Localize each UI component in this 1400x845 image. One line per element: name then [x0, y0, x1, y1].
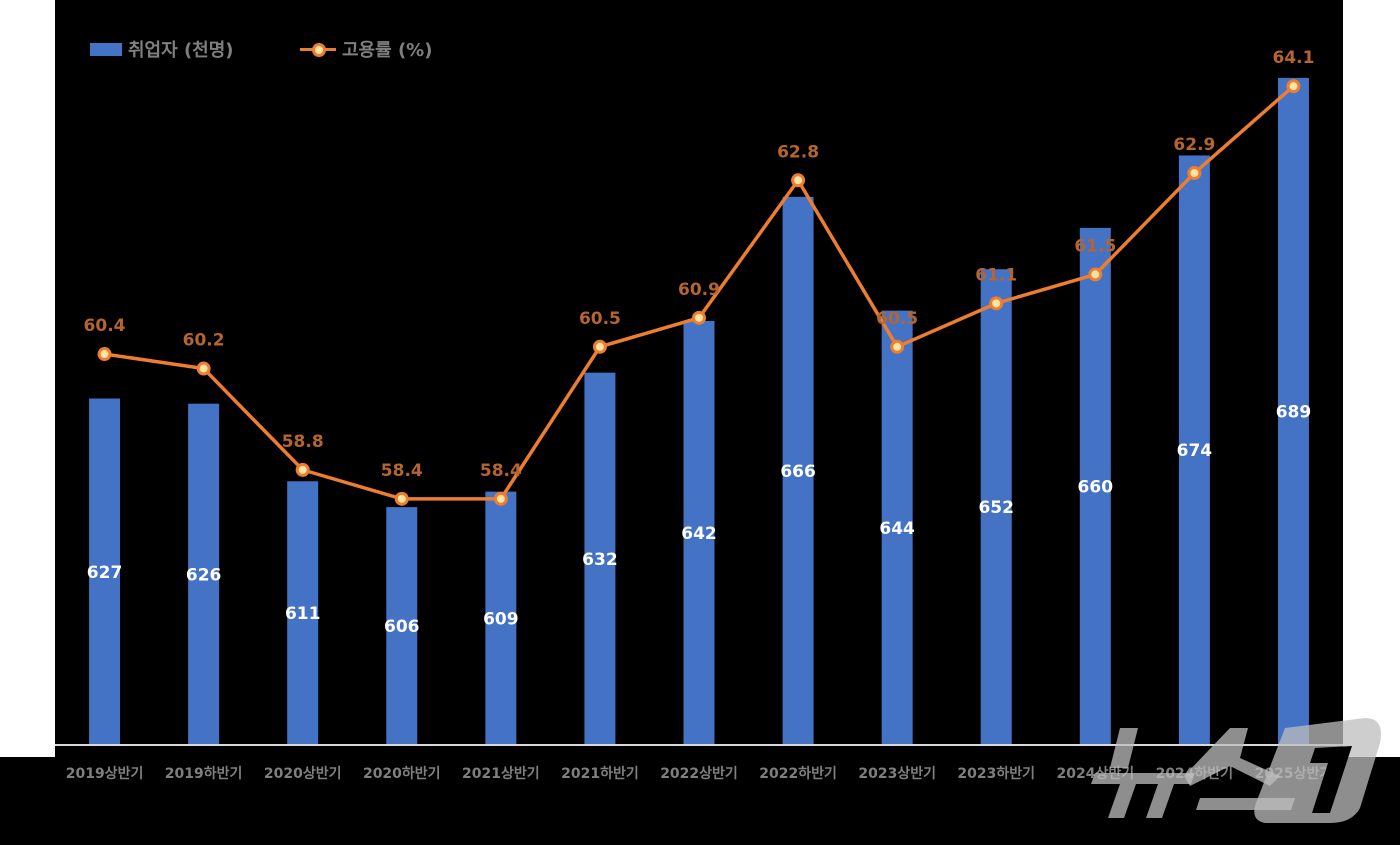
bar	[287, 481, 319, 745]
bar-data-label: 660	[1078, 477, 1114, 497]
bar	[1178, 155, 1210, 745]
line-point	[394, 491, 409, 506]
bar	[683, 320, 715, 745]
line-data-label: 58.8	[282, 432, 324, 452]
x-tick-label: 2021하반기	[561, 765, 639, 782]
x-tick-label: 2020하반기	[363, 765, 441, 782]
bar	[188, 403, 220, 745]
line-data-label: 60.2	[183, 331, 225, 351]
line-point	[1088, 267, 1103, 282]
line-point	[1286, 79, 1301, 94]
line-point	[295, 462, 310, 477]
line-point	[791, 173, 806, 188]
x-tick-label: 2019상반기	[66, 765, 144, 782]
bar	[386, 507, 418, 745]
bar	[881, 310, 913, 745]
x-tick-label: 2019하반기	[165, 765, 243, 782]
bar	[89, 398, 121, 745]
bar	[584, 372, 616, 745]
bar	[980, 269, 1012, 745]
line-point	[196, 361, 211, 376]
news1-logo	[1091, 718, 1381, 823]
left-margin	[0, 0, 55, 757]
line-data-label: 60.5	[876, 309, 918, 329]
bar	[1079, 227, 1111, 745]
x-tick-label: 2023상반기	[858, 765, 936, 782]
line-data-label: 64.1	[1272, 48, 1314, 68]
line-point	[592, 339, 607, 354]
line-data-label: 62.9	[1173, 135, 1215, 155]
line-data-label: 60.9	[678, 280, 720, 300]
line-point	[97, 347, 112, 362]
line-data-label: 61.5	[1074, 236, 1116, 256]
line-data-label: 60.5	[579, 309, 621, 329]
bar-data-label: 689	[1276, 402, 1312, 422]
bar-data-label: 674	[1177, 441, 1213, 461]
line-point	[890, 339, 905, 354]
line-point	[1187, 166, 1202, 181]
bar-data-label: 609	[483, 609, 519, 629]
line-point	[989, 296, 1004, 311]
bar	[485, 491, 517, 745]
bar-data-label: 644	[879, 519, 915, 539]
right-margin	[1343, 0, 1400, 757]
bar-data-label: 606	[384, 617, 420, 637]
bar-data-label: 626	[186, 565, 222, 585]
x-tick-label: 2022하반기	[759, 765, 837, 782]
line-data-label: 61.1	[975, 265, 1017, 285]
bar-data-label: 642	[681, 524, 717, 544]
legend-line-swatch	[300, 41, 336, 57]
bar	[782, 196, 814, 746]
legend-bar: 취업자 (천명)	[90, 36, 234, 62]
line-data-label: 60.4	[84, 316, 126, 336]
line-point	[692, 310, 706, 325]
legend-line-label: 고용률 (%)	[342, 40, 433, 61]
x-tick-label: 2022상반기	[660, 765, 738, 782]
legend-bar-swatch	[90, 42, 122, 56]
x-tick-label: 2021상반기	[462, 765, 540, 782]
bar-data-label: 611	[285, 604, 321, 624]
x-tick-label: 2023하반기	[957, 765, 1035, 782]
line-point	[493, 491, 508, 506]
bar-data-label: 666	[780, 462, 816, 482]
line-data-label: 58.4	[480, 461, 522, 481]
bar-data-label: 627	[87, 563, 123, 583]
legend-bar-label: 취업자 (천명)	[128, 40, 234, 61]
bar-data-label: 652	[978, 498, 1014, 518]
legend-line: 고용률 (%)	[300, 36, 432, 62]
line-data-label: 58.4	[381, 461, 423, 481]
x-tick-label: 2020상반기	[264, 765, 342, 782]
bar	[1277, 77, 1309, 745]
line-data-label: 62.8	[777, 142, 819, 162]
bar-data-label: 632	[582, 550, 618, 570]
